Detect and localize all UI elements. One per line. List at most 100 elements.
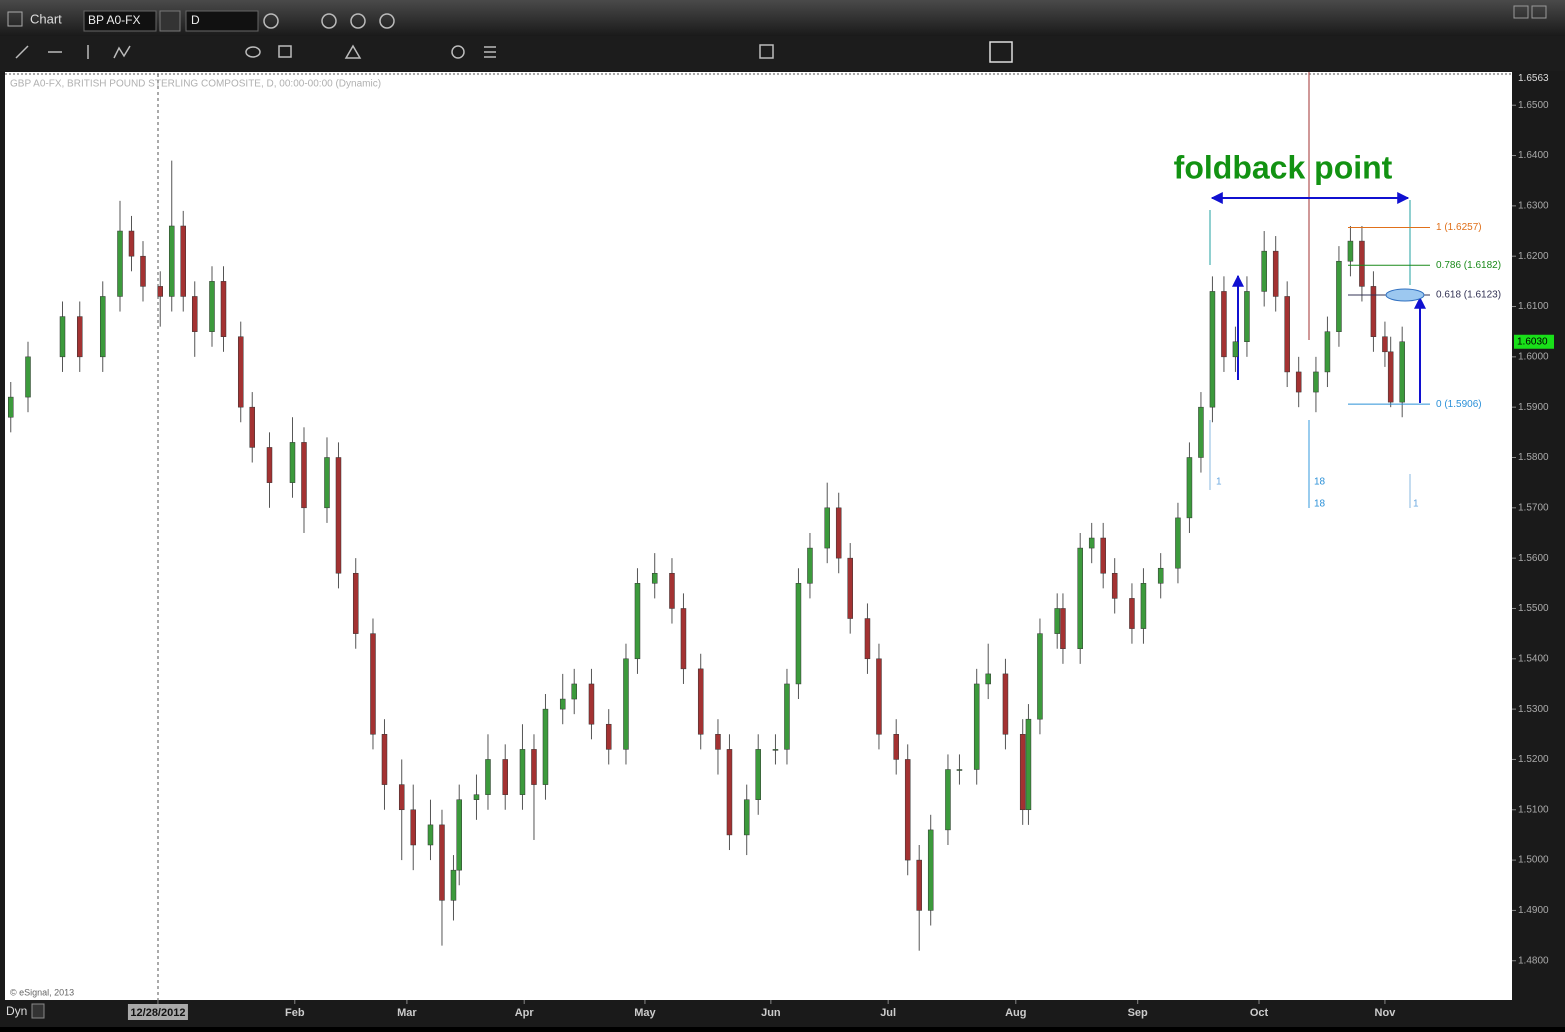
y-tick-label: 1.5900 <box>1518 402 1549 413</box>
candle-body <box>945 769 951 831</box>
candle-body <box>410 809 416 846</box>
candle-body <box>985 673 991 685</box>
candle-body <box>1077 547 1083 649</box>
y-tick-label: 1.5400 <box>1518 653 1549 664</box>
candle-body <box>542 708 549 785</box>
y-tick-label: 1.6000 <box>1518 351 1549 362</box>
x-tick-label: Jul <box>880 1007 896 1019</box>
last-price-box <box>1514 334 1554 349</box>
candle-body <box>180 225 186 297</box>
candle-body <box>519 749 526 795</box>
grid-tool[interactable] <box>759 44 774 59</box>
candle-body <box>335 457 342 574</box>
candle-body <box>1261 250 1267 292</box>
wave-tool[interactable] <box>113 45 131 59</box>
window-title: Chart <box>30 11 62 26</box>
interval-box[interactable] <box>185 10 259 32</box>
candle-body <box>485 759 491 795</box>
y-tick-label: 1.5800 <box>1518 452 1549 463</box>
candle-body <box>1060 608 1066 649</box>
play-button[interactable] <box>350 13 366 29</box>
candle-body <box>76 316 83 358</box>
candle-body <box>439 824 445 901</box>
y-tick-label: 1.4800 <box>1518 955 1549 966</box>
candle-body <box>1054 608 1060 634</box>
candle-body <box>266 447 273 483</box>
toolbar-icons <box>15 13 1013 63</box>
corner-label: Dyn <box>6 1004 27 1018</box>
candle-body <box>1387 351 1394 403</box>
candle-body <box>25 356 31 398</box>
candle-body <box>99 296 106 358</box>
close-button[interactable] <box>1531 5 1547 19</box>
candle-body <box>1336 260 1342 332</box>
toolbar <box>0 36 1565 71</box>
candle-body <box>456 799 462 871</box>
copyright: © eSignal, 2013 <box>10 987 74 997</box>
candle-body <box>1002 673 1009 735</box>
y-tick-label: 1.5000 <box>1518 855 1549 866</box>
settings-button[interactable] <box>159 10 181 32</box>
symbol[interactable]: BP A0-FX <box>88 13 140 27</box>
magnet-button[interactable] <box>989 41 1013 63</box>
zoom-button[interactable] <box>379 13 395 29</box>
candle-body <box>1100 537 1106 574</box>
candle-body <box>1019 734 1026 811</box>
fib-label: 1 (1.6257) <box>1436 222 1482 233</box>
candle-body <box>237 336 244 408</box>
candle-body <box>847 557 853 619</box>
refresh-button[interactable] <box>321 13 337 29</box>
triangle-tool[interactable] <box>344 44 362 59</box>
candle-body <box>324 457 330 509</box>
candle-body <box>973 683 980 770</box>
x-tick-label: Feb <box>285 1007 305 1019</box>
corner-button[interactable] <box>31 1003 45 1019</box>
candle-body <box>352 572 359 634</box>
y-tick-label: 1.5500 <box>1518 603 1549 614</box>
ellipse-tool[interactable] <box>245 46 261 58</box>
candle-body <box>1359 240 1365 287</box>
candle-body <box>916 859 922 911</box>
line-tool[interactable] <box>15 45 29 59</box>
candle-body <box>623 658 629 750</box>
plot-area <box>5 72 1512 1000</box>
clock-button[interactable] <box>263 13 279 29</box>
candle-body <box>605 723 612 750</box>
x-tick-label: Oct <box>1250 1007 1269 1019</box>
y-tick-label: 1.6400 <box>1518 150 1549 161</box>
x-tick-label: Sep <box>1128 1007 1148 1019</box>
x-tick-label: Apr <box>515 1007 535 1019</box>
candle-body <box>588 683 595 725</box>
candle-body <box>927 829 934 911</box>
candle-body <box>191 296 198 332</box>
restore-button[interactable] <box>1513 5 1529 19</box>
candle-body <box>117 230 123 297</box>
candle-body <box>755 749 761 800</box>
candle-body <box>1140 583 1147 629</box>
circle-tool[interactable] <box>451 45 465 59</box>
fib-label: 0 (1.5906) <box>1436 399 1482 410</box>
plot: 1 (1.6257) 0.786 (1.6182) 0.618 (1.6123) 0 … <box>7 160 1501 951</box>
y-tick-label: 1.5700 <box>1518 502 1549 513</box>
fib-label: 0.786 (1.6182) <box>1436 260 1501 271</box>
candle-body <box>1244 291 1250 342</box>
candle-body <box>651 572 658 584</box>
symbol-box[interactable] <box>83 10 157 32</box>
candle-body <box>1399 341 1405 403</box>
candle-body <box>502 759 508 795</box>
legend-text: GBP A0-FX, BRITISH POUND STERLING COMPOS… <box>10 79 381 90</box>
candle-body <box>531 749 537 785</box>
rect-tool[interactable] <box>278 45 292 58</box>
y-tick-label: 1.5100 <box>1518 804 1549 815</box>
candle-body <box>1284 296 1290 373</box>
y-tick-label: 1.5300 <box>1518 704 1549 715</box>
candle-body <box>59 316 66 358</box>
candle-body <box>128 230 135 257</box>
candle-body <box>1025 718 1032 811</box>
x-tick-label: Mar <box>397 1007 417 1019</box>
interval[interactable]: D <box>191 13 200 27</box>
x-tick-label: May <box>634 1007 656 1019</box>
candle-body <box>1232 341 1239 358</box>
